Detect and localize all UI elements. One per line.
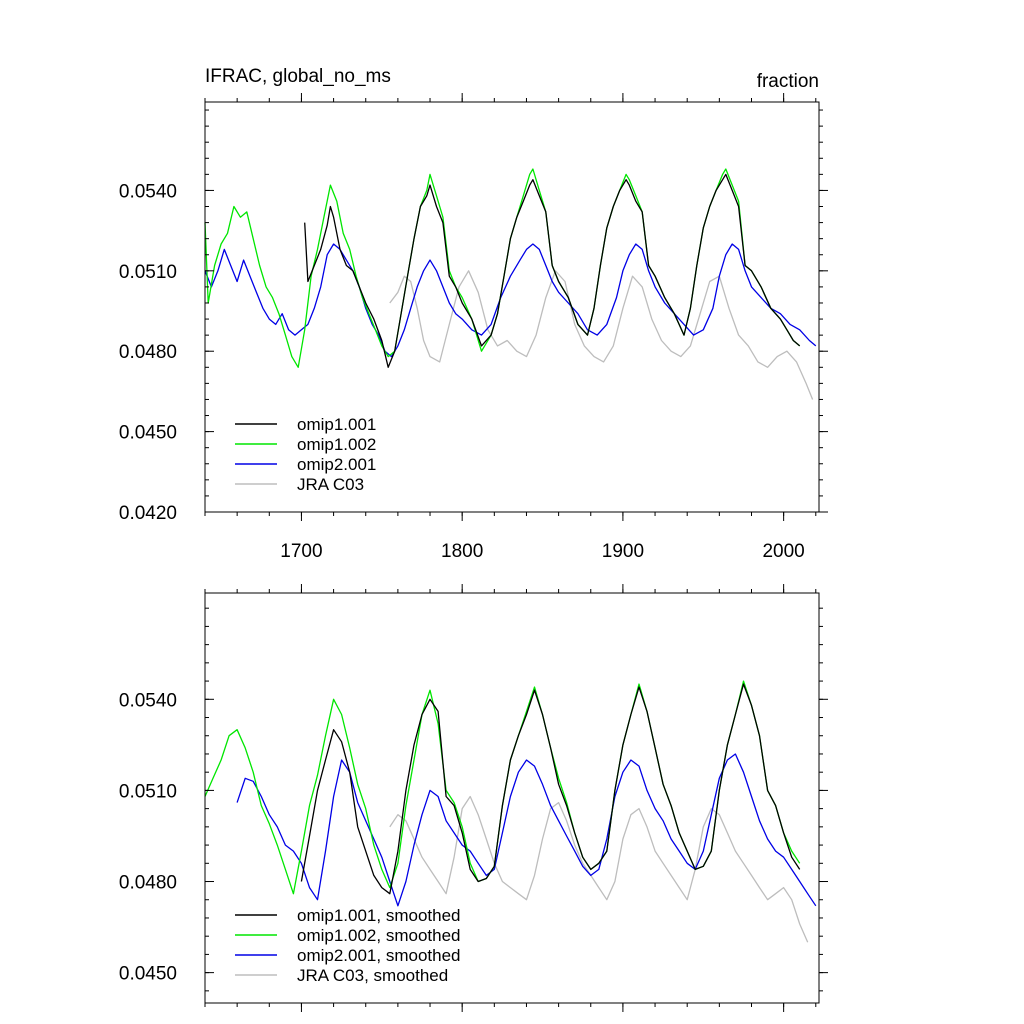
- series-line-jra_c03: [389, 270, 814, 400]
- series-line-omip1_002: [204, 168, 801, 368]
- legend-label-omip2_001: omip2.001, smoothed: [297, 946, 461, 965]
- y-tick-label: 0.0450: [119, 964, 177, 985]
- legend-label-omip1_001: omip1.001, smoothed: [297, 906, 461, 925]
- legend-label-omip1_002: omip1.002, smoothed: [297, 926, 461, 945]
- x-tick-label: 1900: [602, 541, 644, 562]
- y-tick-label: 0.0540: [119, 181, 177, 202]
- x-tick-label: 2000: [762, 541, 804, 562]
- y-tick-label: 0.0450: [119, 423, 177, 444]
- legend-label-omip1_002: omip1.002: [297, 435, 376, 454]
- y-tick-label: 0.0480: [119, 342, 177, 363]
- series-line-omip1_001: [304, 173, 801, 368]
- top-panel: IFRAC, global_no_ms fraction 0.0420 0.045…: [119, 66, 828, 562]
- bottom-tick-layer: 0.0450 0.0480 0.0510 0.0540: [119, 584, 828, 1012]
- y-tick-label: 0.0480: [119, 873, 177, 894]
- top-plot-frame: [204, 101, 820, 513]
- series-line-omip1_001: [300, 683, 801, 895]
- bottom-panel: 0.0450 0.0480 0.0510 0.0540 omip1.001, smoo…: [119, 584, 828, 1012]
- legend-label-jra_c03: JRA C03, smoothed: [297, 966, 448, 985]
- x-tick-label: 1700: [280, 541, 322, 562]
- top-tick-layer: 0.0420 0.0450 0.0480 0.0510 0.0540 1700 1800 19…: [119, 93, 828, 562]
- y-tick-label: 0.0420: [119, 503, 177, 524]
- bottom-plot-frame: [204, 592, 820, 1004]
- legend-label-omip1_001: omip1.001: [297, 415, 376, 434]
- legend-label-omip2_001: omip2.001: [297, 455, 376, 474]
- bottom-series-layer: [204, 680, 817, 943]
- x-tick-label: 1800: [441, 541, 483, 562]
- top-series-layer: [204, 168, 817, 400]
- legend-label-jra_c03: JRA C03: [297, 475, 364, 494]
- y-tick-label: 0.0510: [119, 781, 177, 802]
- series-line-omip2_001: [236, 753, 817, 907]
- y-tick-label: 0.0510: [119, 262, 177, 283]
- top-panel-title: IFRAC, global_no_ms: [205, 66, 391, 87]
- series-line-omip1_002: [204, 680, 801, 895]
- series-line-omip2_001: [204, 243, 817, 358]
- top-panel-units: fraction: [757, 71, 819, 92]
- y-tick-label: 0.0540: [119, 690, 177, 711]
